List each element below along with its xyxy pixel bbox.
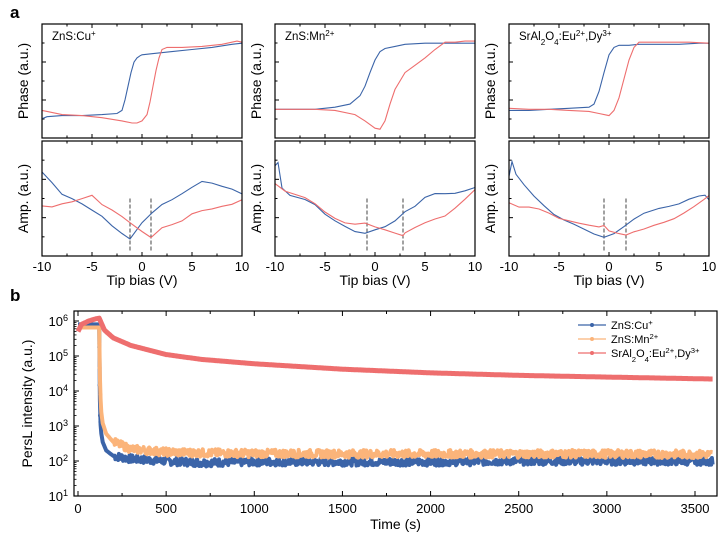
series-red	[75, 315, 715, 382]
subplot-2: Phase (a.u.) Amp. (a.u.) ZnS:Mn2+ -10 -5 0 5 10…	[248, 23, 482, 288]
subplot-1: Phase (a.u.) Amp. (a.u.) ZnS:Cu+ -10 -5 0 5 10 T…	[15, 23, 249, 288]
phase-reverse-line	[508, 41, 710, 117]
legend-marker	[590, 351, 594, 355]
amplitude-y-axis-label: Amp. (a.u.)	[482, 164, 498, 233]
x-tick-label: 1000	[240, 501, 269, 516]
phase-frame	[41, 23, 243, 139]
x-tick-label: 0	[74, 501, 81, 516]
phase-y-axis-label: Phase (a.u.)	[15, 43, 31, 119]
x-tick-label: 10	[702, 259, 716, 274]
amplitude-y-axis-label: Amp. (a.u.)	[248, 164, 264, 233]
x-tick-label: 5	[655, 259, 662, 274]
panel-a: Phase (a.u.) Amp. (a.u.) ZnS:Cu+ -10 -5 0 5 10 T…	[15, 23, 716, 288]
y-tick-label: 103	[48, 418, 68, 434]
x-tick-label: -5	[319, 259, 331, 274]
series-orange-line	[76, 325, 714, 460]
x-axis-label: Tip bias (V)	[339, 272, 410, 288]
x-tick-label: 1500	[328, 501, 357, 516]
x-axis-label: Tip bias (V)	[106, 272, 177, 288]
series-blue-line	[76, 322, 715, 469]
amplitude-plot: Amp. (a.u.)	[482, 140, 710, 257]
amplitude-y-axis-label: Amp. (a.u.)	[15, 164, 31, 233]
legend-marker	[590, 337, 594, 341]
data-point	[98, 382, 103, 387]
x-tick-label: 10	[235, 259, 249, 274]
phase-y-axis-label: Phase (a.u.)	[248, 43, 264, 119]
legend-marker	[590, 323, 594, 327]
data-point	[98, 392, 103, 397]
y-axis-label: PersL intensity (a.u.)	[19, 340, 35, 468]
x-tick-label: 10	[468, 259, 482, 274]
x-tick-label: 3000	[592, 501, 621, 516]
phase-forward-line	[275, 42, 475, 110]
amplitude-plot: Amp. (a.u.)	[248, 140, 476, 257]
phase-plot: Phase (a.u.)	[248, 23, 476, 139]
x-tick-label: 0	[371, 259, 378, 274]
amplitude-reverse-line	[508, 195, 710, 236]
amplitude-forward-line	[274, 161, 476, 234]
data-point	[97, 341, 102, 346]
amplitude-reverse-line	[41, 194, 243, 239]
subplot-3: Phase (a.u.) Amp. (a.u.) SrAl2O4:Eu2+,Dy3+…	[482, 23, 716, 288]
x-axis-label: Time (s)	[370, 516, 421, 532]
legend: ZnS:Cu+ZnS:Mn2+SrAl2O4:Eu2+,Dy3+	[578, 318, 700, 364]
x-tick-label: 5	[188, 259, 195, 274]
amplitude-frame	[274, 140, 476, 257]
y-tick-label: 101	[48, 488, 68, 504]
x-tick-label: 5	[421, 259, 428, 274]
sample-label: ZnS:Cu+	[52, 29, 96, 44]
x-tick-label: -10	[33, 259, 52, 274]
amplitude-reverse-line	[274, 183, 476, 237]
sample-label: ZnS:Mn2+	[285, 29, 335, 44]
panel-b: 0 500 1000 1500 2000 2500 3000 3500 Time (s) 101 1…	[19, 310, 718, 532]
phase-plot: Phase (a.u.)	[15, 23, 243, 139]
amplitude-frame	[41, 140, 243, 257]
x-axis-label: Tip bias (V)	[573, 272, 644, 288]
x-tick-label: 0	[605, 259, 612, 274]
phase-forward-line	[41, 42, 243, 120]
legend-label: ZnS:Cu+	[611, 318, 653, 333]
y-tick-label: 105	[48, 348, 68, 364]
amplitude-forward-line	[41, 171, 243, 240]
legend-item: ZnS:Cu+	[578, 318, 653, 333]
panel-b-label: b	[10, 286, 20, 305]
legend-label: ZnS:Mn2+	[611, 332, 659, 347]
phase-y-axis-label: Phase (a.u.)	[482, 43, 498, 119]
legend-label: SrAl2O4:Eu2+,Dy3+	[611, 346, 700, 364]
amplitude-frame	[508, 140, 710, 257]
data-point	[98, 318, 103, 323]
phase-frame	[274, 23, 476, 139]
phase-frame	[508, 23, 710, 139]
sample-label: SrAl2O4:Eu2+,Dy3+	[519, 29, 612, 47]
plot-frame	[73, 310, 718, 497]
legend-item: SrAl2O4:Eu2+,Dy3+	[578, 346, 700, 364]
amplitude-forward-line	[508, 159, 710, 238]
x-tick-label: 2000	[416, 501, 445, 516]
phase-reverse-line	[275, 40, 475, 130]
x-tick-label: -5	[553, 259, 565, 274]
x-tick-label: 2500	[504, 501, 533, 516]
x-tick-label: 500	[155, 501, 177, 516]
phase-reverse-line	[41, 40, 243, 124]
legend-item: ZnS:Mn2+	[578, 332, 659, 347]
panel-a-label: a	[10, 3, 20, 22]
y-tick-label: 106	[48, 313, 68, 329]
x-tick-label: 0	[138, 259, 145, 274]
x-tick-label: 3500	[681, 501, 710, 516]
phase-forward-line	[509, 42, 709, 111]
x-tick-label: -10	[500, 259, 519, 274]
series-red-line	[75, 315, 715, 382]
y-tick-label: 104	[48, 383, 68, 399]
y-tick-label: 102	[48, 453, 68, 469]
x-tick-label: -5	[86, 259, 98, 274]
phase-plot: Phase (a.u.)	[482, 23, 710, 139]
amplitude-plot: Amp. (a.u.)	[15, 140, 243, 257]
series-orange	[76, 325, 714, 460]
x-tick-label: -10	[266, 259, 285, 274]
data-point	[97, 365, 102, 370]
